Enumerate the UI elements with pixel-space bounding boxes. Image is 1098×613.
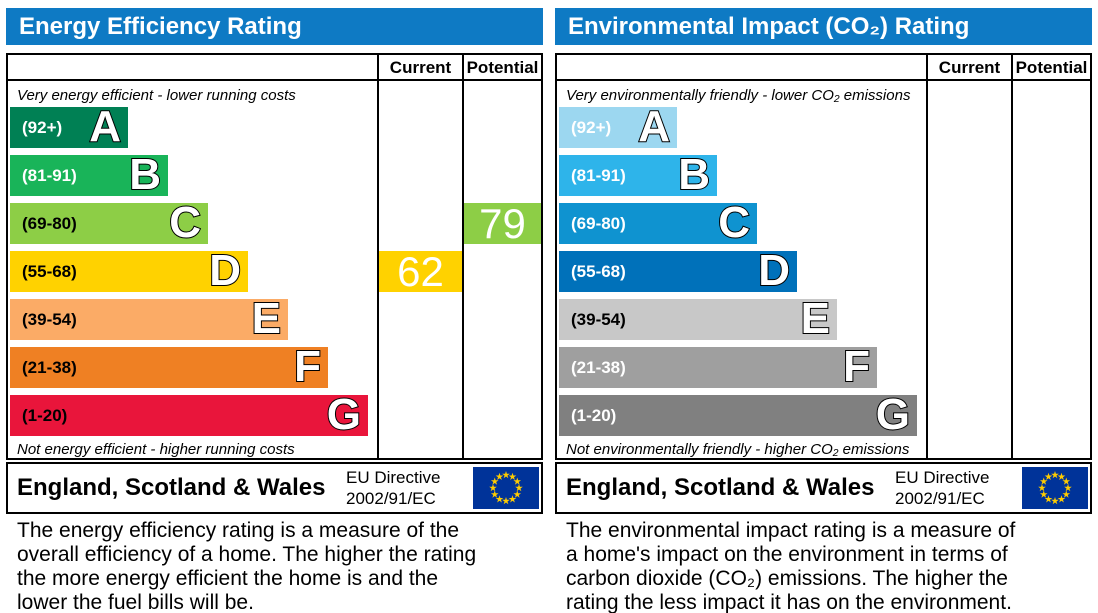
column-divider <box>926 55 928 458</box>
table-header-row: Current Potential <box>557 55 1090 81</box>
band-b: (81-91) B <box>559 149 717 199</box>
band-letter: A <box>88 101 122 151</box>
band-range-label: (92+) <box>22 118 63 137</box>
eu-directive-label: EU Directive 2002/91/EC <box>346 467 440 509</box>
band-d: (55-68) D <box>559 245 797 295</box>
bottom-note: Not environmentally friendly - higher CO… <box>566 441 910 458</box>
band-range-label: (55-68) <box>571 262 626 281</box>
band-range-label: (55-68) <box>22 262 77 281</box>
current-column-header: Current <box>389 58 452 77</box>
rating-table: Current Potential Very environmentally f… <box>555 53 1092 460</box>
band-f: (21-38) F <box>559 341 877 391</box>
panel-title: Environmental Impact (CO₂) Rating <box>568 13 970 40</box>
current-column-header: Current <box>938 58 1001 77</box>
eu-directive-line1: EU Directive <box>895 468 990 487</box>
band-letter: D <box>208 245 242 295</box>
band-letter: G <box>326 389 362 439</box>
band-range-label: (39-54) <box>571 310 626 329</box>
band-letter: B <box>128 149 162 199</box>
eu-directive-label: EU Directive 2002/91/EC <box>895 467 989 509</box>
band-letter: G <box>875 389 911 439</box>
eu-directive-line2: 2002/91/EC <box>895 489 985 508</box>
column-divider <box>1011 55 1013 458</box>
band-a: (92+) A <box>10 101 128 151</box>
eu-directive-line2: 2002/91/EC <box>346 489 436 508</box>
eu-directive-line1: EU Directive <box>346 468 441 487</box>
band-a: (92+) A <box>559 101 677 151</box>
band-letter: C <box>168 197 202 247</box>
panel-title-bar: Energy Efficiency Rating <box>6 8 543 45</box>
band-c: (69-80) C <box>10 197 208 247</box>
eu-flag-icon <box>1022 467 1088 509</box>
band-range-label: (1-20) <box>22 406 68 425</box>
rating-bands: (92+) A (81-91) B (69-80) C (55-68) D (39-54) E (2… <box>8 55 541 458</box>
band-g: (1-20) G <box>559 389 917 439</box>
band-range-label: (1-20) <box>571 406 617 425</box>
potential-column-header: Potential <box>1015 58 1088 77</box>
top-note: Very environmentally friendly - lower CO… <box>566 87 911 104</box>
band-range-label: (92+) <box>571 118 612 137</box>
band-c: (69-80) C <box>559 197 757 247</box>
environmental-impact-panel: Environmental Impact (CO₂) Rating Curren… <box>549 0 1098 613</box>
panel-title-bar: Environmental Impact (CO₂) Rating <box>555 8 1092 45</box>
band-letter: F <box>293 341 322 391</box>
panel-title: Energy Efficiency Rating <box>19 13 302 40</box>
band-letter: E <box>251 293 282 343</box>
band-letter: A <box>637 101 671 151</box>
bottom-note: Not energy efficient - higher running co… <box>17 441 295 458</box>
energy-efficiency-panel: Energy Efficiency Rating Current Potenti… <box>6 8 543 613</box>
band-b: (81-91) B <box>10 149 168 199</box>
band-letter: C <box>717 197 751 247</box>
region-label: England, Scotland & Wales <box>17 474 326 501</box>
band-letter: D <box>757 245 791 295</box>
current-rating-marker: 62 <box>379 251 462 293</box>
band-range-label: (21-38) <box>571 358 626 377</box>
column-divider <box>377 55 379 458</box>
band-range-label: (81-91) <box>571 166 626 185</box>
band-range-label: (81-91) <box>22 166 77 185</box>
band-e: (39-54) E <box>10 293 288 343</box>
potential-rating-marker: 79 <box>464 203 541 245</box>
table-header-row: Current Potential <box>8 55 541 81</box>
column-divider <box>462 55 464 458</box>
footer-box: England, Scotland & Wales EU Directive 2… <box>555 462 1092 514</box>
band-letter: E <box>800 293 831 343</box>
band-f: (21-38) F <box>10 341 328 391</box>
band-g: (1-20) G <box>10 389 368 439</box>
panel-description: The energy efficiency rating is a measur… <box>17 519 477 613</box>
region-label: England, Scotland & Wales <box>566 474 875 501</box>
band-range-label: (39-54) <box>22 310 77 329</box>
band-range-label: (69-80) <box>22 214 77 233</box>
top-note: Very energy efficient - lower running co… <box>17 87 296 104</box>
band-e: (39-54) E <box>559 293 837 343</box>
rating-bands: (92+) A (81-91) B (69-80) C (55-68) D (39-54) E (2… <box>557 55 1090 458</box>
band-range-label: (69-80) <box>571 214 626 233</box>
eu-flag-icon <box>473 467 539 509</box>
panel-description: The environmental impact rating is a mea… <box>566 519 1016 613</box>
band-letter: B <box>677 149 711 199</box>
band-letter: F <box>842 341 871 391</box>
footer-box: England, Scotland & Wales EU Directive 2… <box>6 462 543 514</box>
band-d: (55-68) D <box>10 245 248 295</box>
rating-table: Current Potential Very energy efficient … <box>6 53 543 460</box>
band-range-label: (21-38) <box>22 358 77 377</box>
potential-column-header: Potential <box>466 58 539 77</box>
